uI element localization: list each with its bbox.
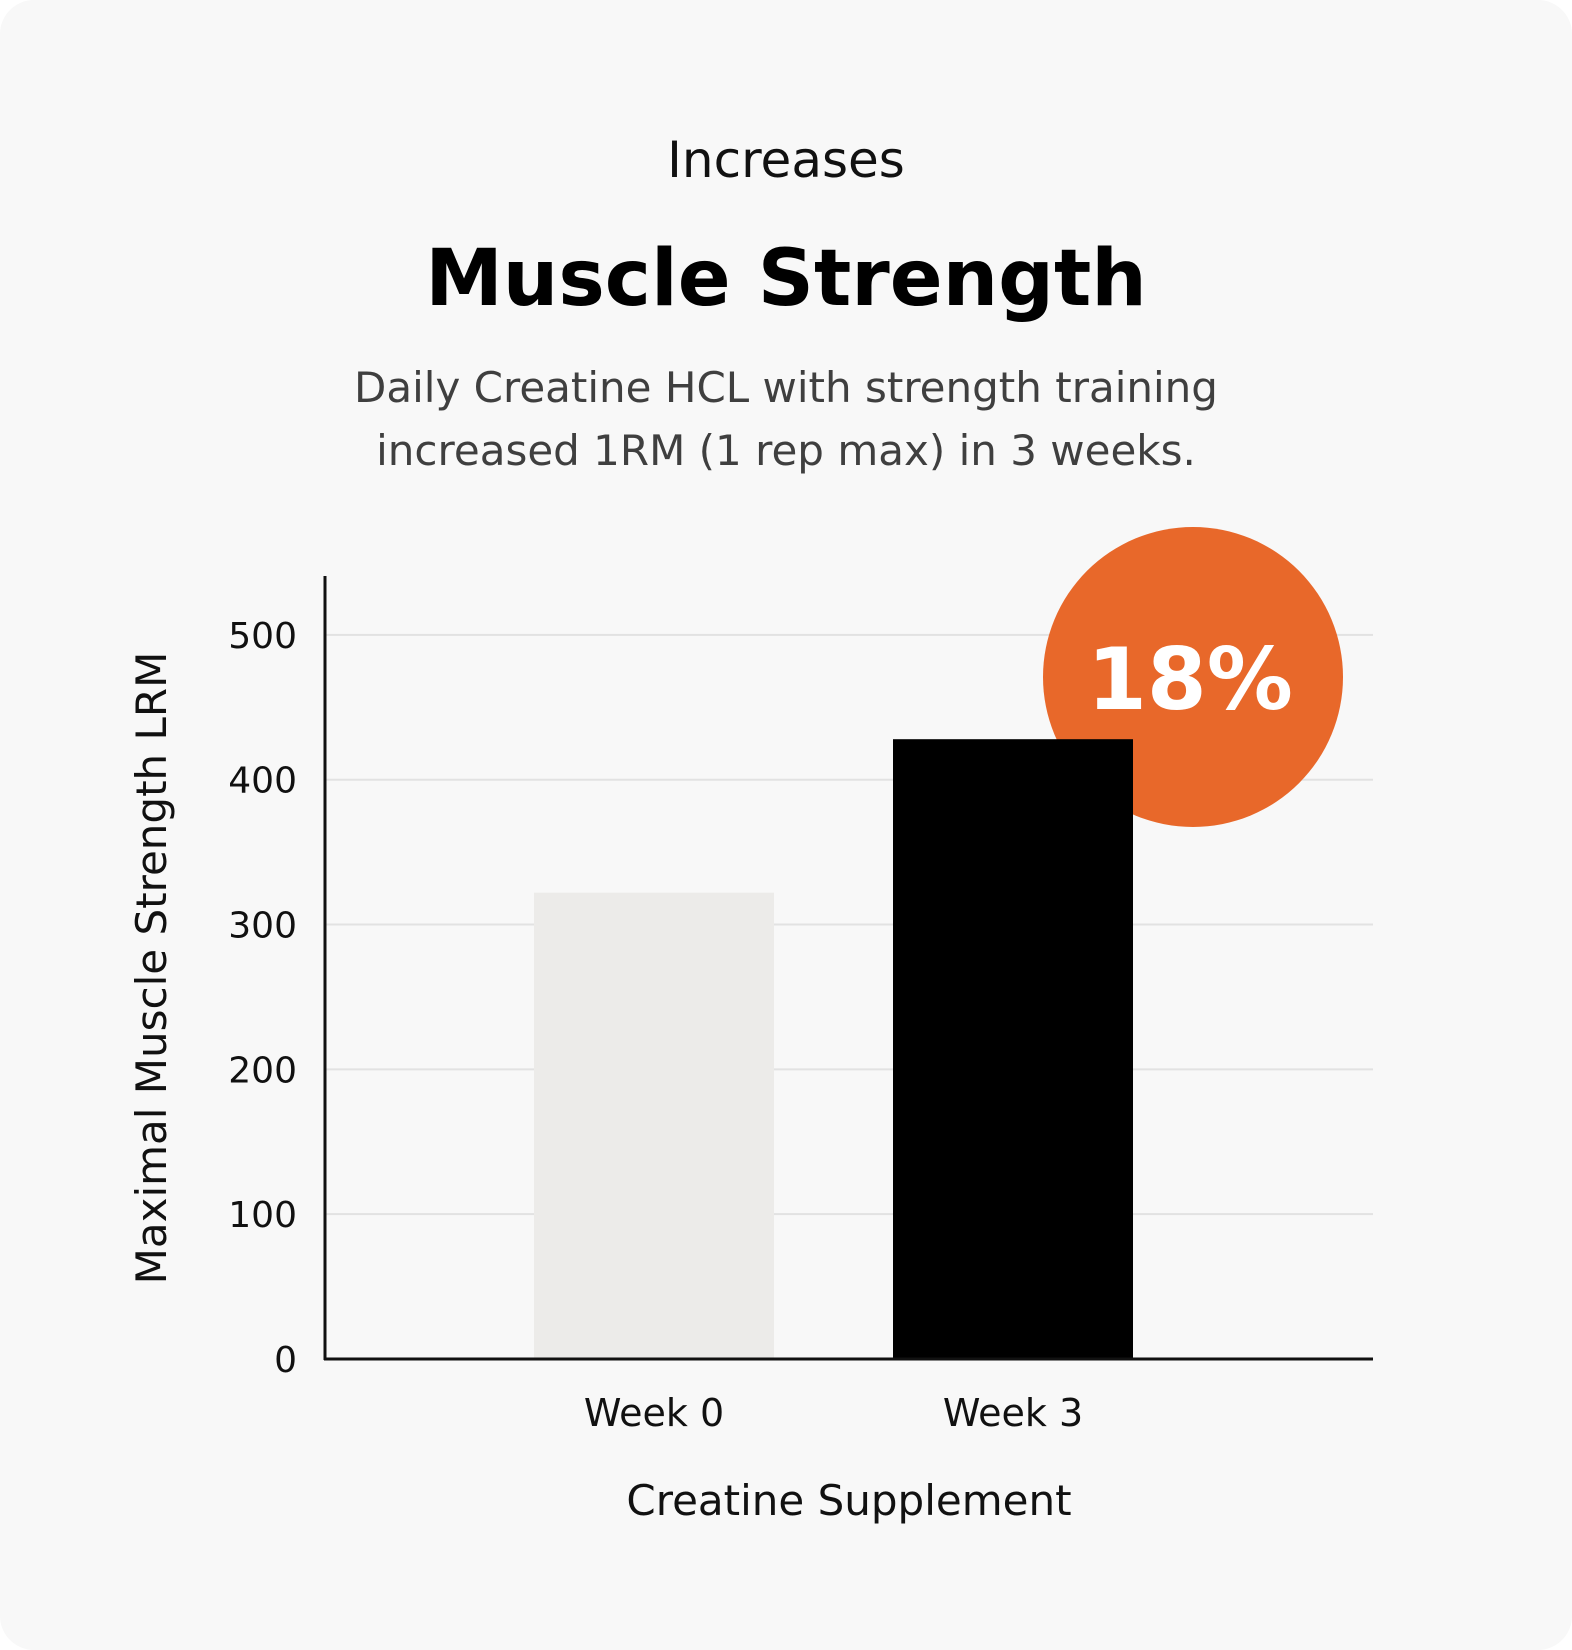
badge-text: 18%	[1087, 630, 1293, 730]
x-axis-title: Creatine Supplement	[626, 1476, 1071, 1525]
bar-week-3	[893, 739, 1133, 1359]
x-category-labels: Week 0 Week 3	[584, 1391, 1083, 1435]
x-category-label-1: Week 3	[943, 1391, 1083, 1435]
y-tick-label-500: 500	[228, 616, 297, 657]
eyebrow-text: Increases	[667, 131, 905, 189]
y-tick-label-400: 400	[228, 761, 297, 802]
bars	[534, 739, 1133, 1359]
y-tick-label-300: 300	[228, 906, 297, 947]
axes	[323, 576, 1373, 1361]
subtitle-line-2: increased 1RM (1 rep max) in 3 weeks.	[376, 426, 1196, 475]
page-title: Muscle Strength	[425, 234, 1147, 324]
y-axis-title: Maximal Muscle Strength LRM	[127, 652, 176, 1285]
grid-lines	[325, 633, 1373, 1216]
y-tick-labels: 0 100 200 300 400 500	[228, 616, 297, 1381]
y-tick-label-200: 200	[228, 1050, 297, 1091]
subtitle-line-1: Daily Creatine HCL with strength trainin…	[354, 363, 1218, 412]
y-tick-label-0: 0	[274, 1340, 297, 1381]
x-category-label-0: Week 0	[584, 1391, 724, 1435]
bar-week-0	[534, 892, 774, 1359]
y-tick-label-100: 100	[228, 1195, 297, 1236]
subtitle: Daily Creatine HCL with strength trainin…	[0, 356, 1572, 482]
